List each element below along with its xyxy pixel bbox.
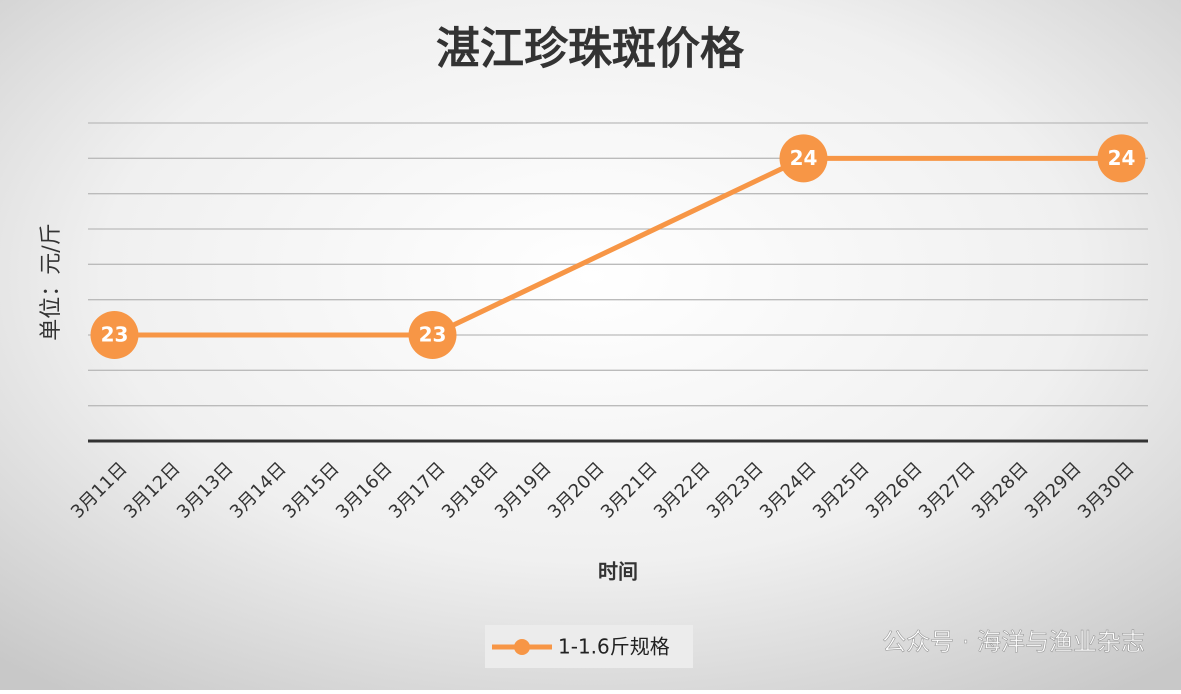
marker bbox=[1097, 134, 1146, 183]
marker bbox=[779, 134, 828, 183]
data-label: 24 bbox=[790, 146, 818, 170]
line bbox=[114, 155, 1122, 338]
data-label: 24 bbox=[1108, 146, 1136, 170]
x-axis-label: 时间 bbox=[598, 560, 638, 584]
marker bbox=[408, 311, 457, 359]
legend-label: 1-1.6斤规格 bbox=[558, 635, 670, 659]
data-label: 23 bbox=[419, 323, 447, 347]
legend-marker bbox=[514, 639, 530, 655]
chart-title: 湛江珍珠斑价格 bbox=[436, 24, 745, 75]
marker bbox=[90, 311, 139, 359]
data-label: 23 bbox=[101, 323, 129, 347]
watermark: 公众号 · 海洋与渔业杂志 bbox=[882, 628, 1145, 656]
y-axis-label: 单位：元/斤 bbox=[39, 223, 64, 340]
